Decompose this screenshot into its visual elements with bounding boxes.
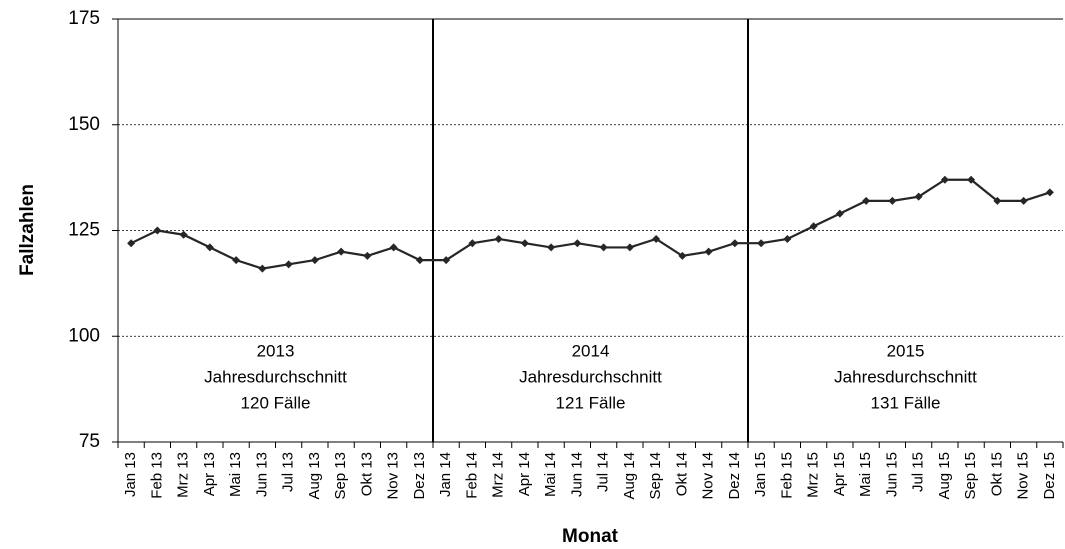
x-tick-label: Sep 13	[332, 452, 349, 500]
x-tick-label: Feb 13	[148, 452, 165, 499]
x-tick-label: Nov 15	[1015, 452, 1032, 500]
marker	[678, 251, 687, 260]
y-tick-label: 75	[79, 431, 100, 452]
marker	[625, 243, 634, 252]
marker	[599, 243, 608, 252]
x-tick-label: Jun 15	[883, 452, 900, 497]
marker	[468, 239, 477, 248]
x-tick-label: Apr 15	[831, 452, 848, 496]
x-tick-label: Jan 13	[122, 452, 139, 497]
marker	[1019, 196, 1028, 205]
marker	[940, 175, 949, 184]
x-tick-label: Nov 13	[385, 452, 402, 500]
marker	[494, 234, 503, 243]
x-tick-label: Okt 13	[358, 452, 375, 496]
x-tick-label: Mai 15	[857, 452, 874, 497]
x-tick-label: Mrz 15	[805, 452, 822, 498]
marker	[888, 196, 897, 205]
marker	[363, 251, 372, 260]
x-tick-label: Dez 13	[411, 452, 428, 500]
marker	[914, 192, 923, 201]
x-tick-label: Aug 14	[621, 452, 638, 500]
x-tick-label: Sep 15	[962, 452, 979, 500]
marker	[652, 234, 661, 243]
x-tick-label: Okt 14	[673, 452, 690, 496]
marker	[179, 230, 188, 239]
annotation: Jahresdurchschnitt	[834, 367, 977, 386]
marker	[835, 209, 844, 218]
marker	[730, 239, 739, 248]
marker	[757, 239, 766, 248]
marker	[310, 256, 319, 265]
annotation: Jahresdurchschnitt	[204, 367, 347, 386]
x-tick-label: Jan 14	[437, 452, 454, 497]
marker	[153, 226, 162, 235]
x-tick-label: Mai 14	[542, 452, 559, 497]
x-tick-label: Feb 15	[778, 452, 795, 499]
marker	[547, 243, 556, 252]
marker	[993, 196, 1002, 205]
x-tick-label: Dez 14	[726, 452, 743, 500]
x-tick-label: Jun 13	[253, 452, 270, 497]
annotation: 120 Fälle	[241, 393, 311, 412]
x-tick-label: Mai 13	[227, 452, 244, 497]
marker	[1045, 188, 1054, 197]
annotation: 131 Fälle	[871, 393, 941, 412]
x-tick-label: Jul 15	[910, 452, 927, 492]
y-tick-label: 175	[68, 8, 100, 29]
x-tick-label: Mrz 13	[175, 452, 192, 498]
marker	[389, 243, 398, 252]
marker	[258, 264, 267, 273]
marker	[337, 247, 346, 256]
annotation: 2014	[572, 341, 610, 360]
x-tick-label: Okt 15	[988, 452, 1005, 496]
y-tick-label: 150	[68, 114, 100, 135]
marker	[415, 256, 424, 265]
marker	[809, 222, 818, 231]
x-tick-label: Jul 14	[595, 452, 612, 492]
x-tick-label: Jul 13	[280, 452, 297, 492]
marker	[573, 239, 582, 248]
x-tick-label: Apr 13	[201, 452, 218, 496]
y-tick-label: 125	[68, 220, 100, 241]
marker	[127, 239, 136, 248]
marker	[704, 247, 713, 256]
marker	[232, 256, 241, 265]
annotation: 2013	[257, 341, 295, 360]
annotation: 121 Fälle	[556, 393, 626, 412]
x-tick-label: Sep 14	[647, 452, 664, 500]
annotation: 2015	[887, 341, 925, 360]
marker	[520, 239, 529, 248]
annotation: Jahresdurchschnitt	[519, 367, 662, 386]
x-tick-label: Nov 14	[700, 452, 717, 500]
line	[130, 178, 1051, 270]
x-tick-label: Jan 15	[752, 452, 769, 497]
x-tick-label: Aug 13	[306, 452, 323, 500]
x-tick-label: Jun 14	[568, 452, 585, 497]
x-tick-label: Feb 14	[463, 452, 480, 499]
marker	[442, 256, 451, 265]
marker	[862, 196, 871, 205]
x-tick-label: Mrz 14	[490, 452, 507, 498]
x-tick-label: Aug 15	[936, 452, 953, 500]
y-axis-label: Fallzahlen	[17, 184, 38, 276]
marker	[783, 234, 792, 243]
x-tick-label: Dez 15	[1041, 452, 1058, 500]
x-axis-label: Monat	[562, 526, 619, 547]
marker	[967, 175, 976, 184]
y-tick-label: 100	[68, 325, 100, 346]
x-tick-label: Apr 14	[516, 452, 533, 496]
marker	[205, 243, 214, 252]
marker	[284, 260, 293, 269]
